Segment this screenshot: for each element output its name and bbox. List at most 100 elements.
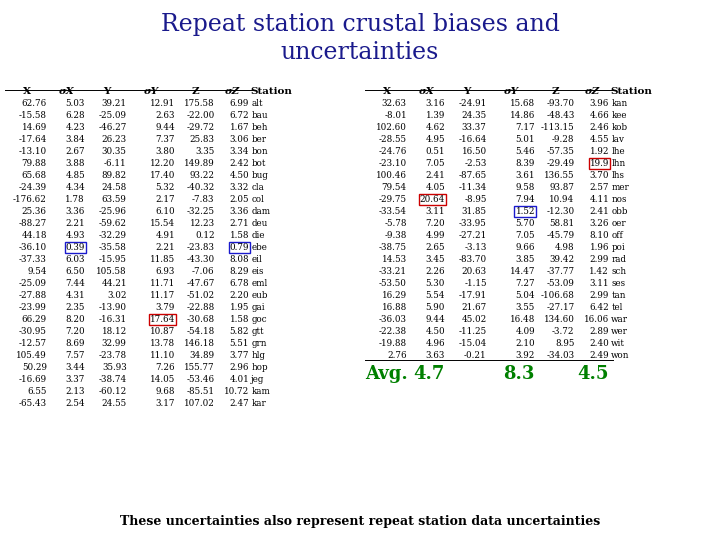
Text: 0.12: 0.12 xyxy=(195,231,215,240)
Text: 14.69: 14.69 xyxy=(22,123,47,132)
Text: -9.28: -9.28 xyxy=(552,135,575,144)
Text: oer: oer xyxy=(611,219,626,228)
Text: 8.39: 8.39 xyxy=(516,159,535,168)
Text: 3.11: 3.11 xyxy=(590,279,609,288)
Text: poi: poi xyxy=(611,242,625,252)
Text: -11.34: -11.34 xyxy=(459,183,487,192)
Text: -7.83: -7.83 xyxy=(192,195,215,204)
Text: 2.65: 2.65 xyxy=(426,242,445,252)
Text: 4.5: 4.5 xyxy=(577,364,609,382)
Text: 44.21: 44.21 xyxy=(102,279,127,288)
Text: -22.00: -22.00 xyxy=(186,111,215,120)
Text: 4.01: 4.01 xyxy=(230,375,249,383)
Text: -57.35: -57.35 xyxy=(546,147,575,156)
Text: 5.03: 5.03 xyxy=(66,99,85,108)
Text: 5.54: 5.54 xyxy=(426,291,445,300)
Text: 2.26: 2.26 xyxy=(426,267,445,276)
Text: 17.64: 17.64 xyxy=(150,315,175,323)
Text: -38.75: -38.75 xyxy=(379,242,407,252)
Text: 3.70: 3.70 xyxy=(590,171,609,180)
Text: -13.10: -13.10 xyxy=(19,147,47,156)
Text: 24.58: 24.58 xyxy=(102,183,127,192)
Text: eil: eil xyxy=(251,255,262,264)
Text: 7.37: 7.37 xyxy=(156,135,175,144)
Text: 63.59: 63.59 xyxy=(102,195,127,204)
Text: -35.58: -35.58 xyxy=(99,242,127,252)
Text: hlg: hlg xyxy=(251,350,265,360)
Text: hop: hop xyxy=(251,362,268,372)
Text: 16.29: 16.29 xyxy=(382,291,407,300)
Text: -34.03: -34.03 xyxy=(546,350,575,360)
Text: -12.57: -12.57 xyxy=(19,339,47,348)
Text: 2.21: 2.21 xyxy=(66,219,85,228)
Text: σY: σY xyxy=(504,87,519,97)
Text: 3.80: 3.80 xyxy=(156,147,175,156)
Text: 0.51: 0.51 xyxy=(426,147,445,156)
Text: Station: Station xyxy=(251,87,292,97)
Text: -24.91: -24.91 xyxy=(459,99,487,108)
Text: 7.26: 7.26 xyxy=(156,362,175,372)
Text: 5.30: 5.30 xyxy=(426,279,445,288)
Text: 26.23: 26.23 xyxy=(102,135,127,144)
Text: -1.15: -1.15 xyxy=(464,279,487,288)
Text: -2.53: -2.53 xyxy=(464,159,487,168)
Text: -13.90: -13.90 xyxy=(99,302,127,312)
Text: tan: tan xyxy=(611,291,626,300)
Text: -32.25: -32.25 xyxy=(186,207,215,216)
Text: 5.51: 5.51 xyxy=(230,339,249,348)
Text: 0.79: 0.79 xyxy=(230,242,249,252)
Text: 8.95: 8.95 xyxy=(555,339,575,348)
Text: -25.09: -25.09 xyxy=(99,111,127,120)
Text: 7.05: 7.05 xyxy=(426,159,445,168)
Text: 102.60: 102.60 xyxy=(376,123,407,132)
Text: 7.05: 7.05 xyxy=(516,231,535,240)
Text: 100.46: 100.46 xyxy=(376,171,407,180)
Text: 3.36: 3.36 xyxy=(66,207,85,216)
Text: -46.27: -46.27 xyxy=(99,123,127,132)
Text: grn: grn xyxy=(251,339,267,348)
Text: 2.89: 2.89 xyxy=(590,327,609,336)
Text: 7.20: 7.20 xyxy=(66,327,85,336)
Text: 39.42: 39.42 xyxy=(549,255,575,264)
Text: 32.99: 32.99 xyxy=(102,339,127,348)
Text: -6.11: -6.11 xyxy=(104,159,127,168)
Text: 79.88: 79.88 xyxy=(22,159,47,168)
Text: -38.74: -38.74 xyxy=(99,375,127,383)
Text: lhn: lhn xyxy=(611,159,626,168)
Text: 3.17: 3.17 xyxy=(156,399,175,408)
Text: 1.67: 1.67 xyxy=(230,123,249,132)
Text: 10.72: 10.72 xyxy=(224,387,249,396)
Text: 2.41: 2.41 xyxy=(590,207,609,216)
Text: 1.39: 1.39 xyxy=(426,111,445,120)
Text: lhs: lhs xyxy=(611,171,624,180)
Text: 3.79: 3.79 xyxy=(156,302,175,312)
Text: 4.09: 4.09 xyxy=(516,327,535,336)
Text: 105.49: 105.49 xyxy=(16,350,47,360)
Text: 14.05: 14.05 xyxy=(150,375,175,383)
Text: -37.33: -37.33 xyxy=(19,255,47,264)
Text: kee: kee xyxy=(611,111,627,120)
Text: -36.03: -36.03 xyxy=(379,315,407,323)
Text: 6.10: 6.10 xyxy=(156,207,175,216)
Text: 11.10: 11.10 xyxy=(150,350,175,360)
Text: 1.78: 1.78 xyxy=(66,195,85,204)
Text: 2.67: 2.67 xyxy=(66,147,85,156)
Text: -85.51: -85.51 xyxy=(186,387,215,396)
Text: 2.71: 2.71 xyxy=(230,219,249,228)
Text: 3.96: 3.96 xyxy=(590,99,609,108)
Text: 6.28: 6.28 xyxy=(66,111,85,120)
Text: -19.88: -19.88 xyxy=(379,339,407,348)
Text: 4.7: 4.7 xyxy=(413,364,445,382)
Text: X: X xyxy=(383,87,391,97)
Text: -29.72: -29.72 xyxy=(186,123,215,132)
Text: -16.64: -16.64 xyxy=(459,135,487,144)
Text: 0.39: 0.39 xyxy=(66,242,85,252)
Text: -51.02: -51.02 xyxy=(186,291,215,300)
Text: 3.36: 3.36 xyxy=(230,207,249,216)
Text: 2.99: 2.99 xyxy=(590,255,609,264)
Text: bug: bug xyxy=(251,171,268,180)
Text: 8.3: 8.3 xyxy=(503,364,535,382)
Text: -40.32: -40.32 xyxy=(186,183,215,192)
Text: -29.75: -29.75 xyxy=(379,195,407,204)
Text: -0.21: -0.21 xyxy=(464,350,487,360)
